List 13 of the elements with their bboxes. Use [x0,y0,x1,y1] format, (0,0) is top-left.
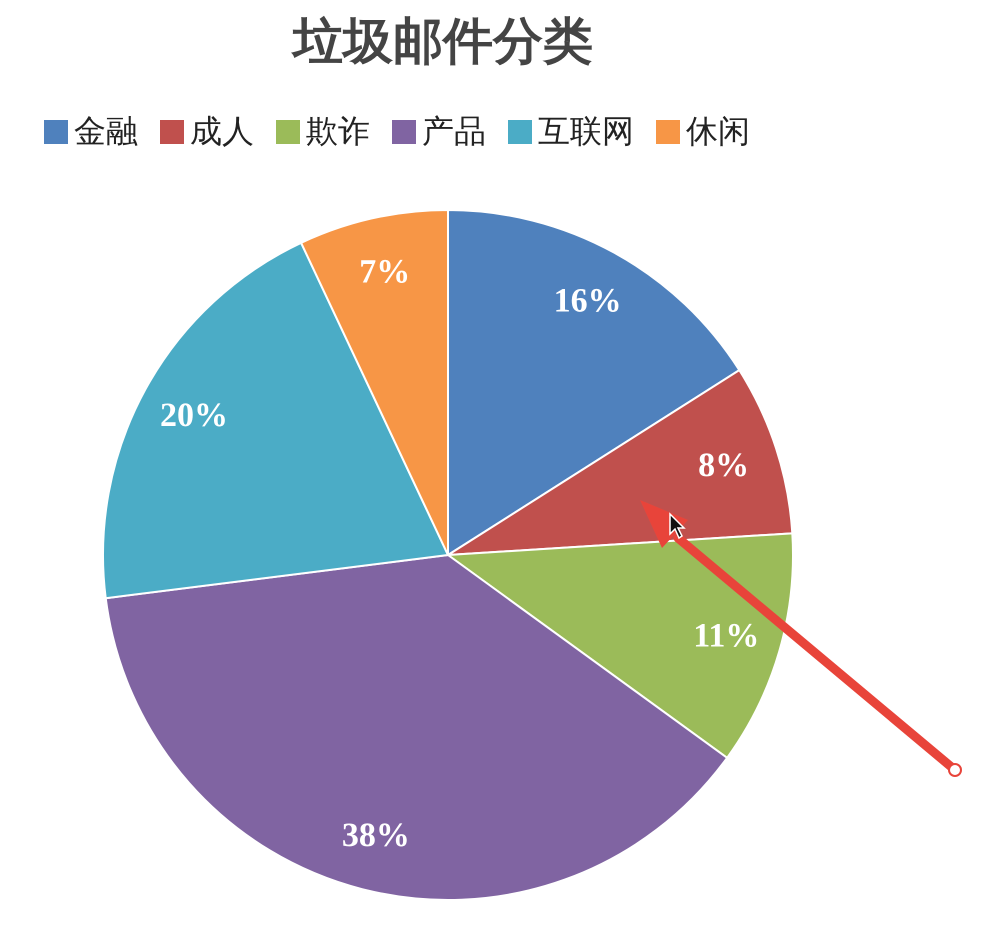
data-label: 8% [698,446,750,484]
legend-label: 休闲 [686,111,750,152]
legend-label: 互联网 [538,111,634,152]
data-label: 20% [160,396,228,434]
legend-label: 产品 [422,111,486,152]
data-label: 16% [554,282,622,320]
legend-label: 金融 [74,111,138,152]
data-label: 11% [693,617,760,654]
legend-label: 欺诈 [306,111,370,152]
legend-label: 成人 [190,111,254,152]
data-label: 38% [342,817,410,854]
data-label: 7% [359,254,410,291]
chart-title: 垃圾邮件分类 [290,11,594,72]
